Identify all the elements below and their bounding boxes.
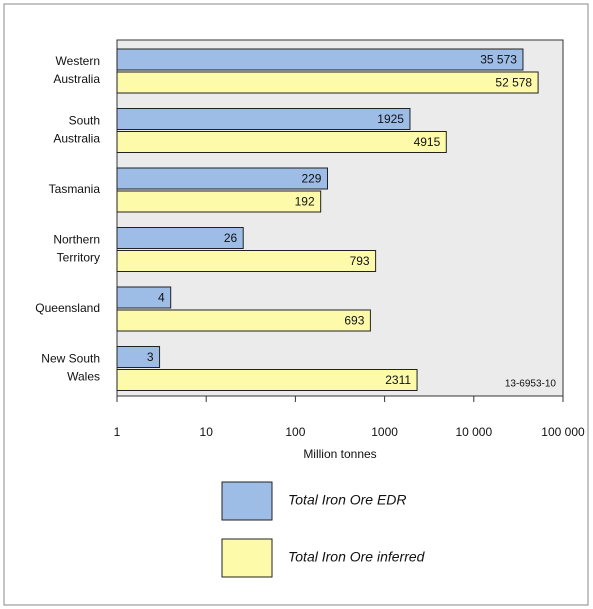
y-tick-label: Queensland (35, 301, 100, 315)
y-tick-label: Wales (67, 370, 100, 384)
annotation: 13-6953-10 (505, 379, 557, 390)
y-tick-label: Western (56, 54, 100, 68)
y-tick-label: Territory (57, 251, 100, 265)
value-label: 35 573 (480, 53, 517, 67)
legend-swatch (221, 538, 273, 578)
value-label: 26 (224, 231, 238, 245)
x-axis-label: Million tonnes (303, 447, 376, 461)
bar (116, 48, 524, 71)
bar (116, 190, 322, 213)
value-label: 192 (295, 195, 315, 209)
value-label: 2311 (385, 373, 411, 387)
bar (116, 108, 411, 130)
value-label: 52 578 (495, 76, 532, 90)
bar (116, 250, 377, 272)
y-tick-label: Northern (53, 233, 100, 247)
x-tick-label: 100 000 (541, 425, 585, 439)
value-label: 4915 (414, 135, 441, 149)
plot-area (116, 39, 564, 397)
x-tick-label: 1 (114, 425, 121, 439)
value-label: 693 (344, 314, 364, 328)
bar (116, 167, 328, 190)
x-tick-label: 1000 (371, 425, 398, 439)
y-tick-label: Australia (53, 72, 100, 86)
value-label: 793 (350, 254, 370, 268)
bar (116, 346, 161, 368)
x-tick-label: 10 000 (455, 425, 492, 439)
bar (116, 309, 371, 332)
value-label: 229 (301, 172, 321, 186)
x-tick-label: 100 (285, 425, 305, 439)
value-label: 1925 (377, 112, 404, 126)
bar (116, 131, 447, 153)
x-tick-label: 10 (200, 425, 214, 439)
y-tick-label: Australia (53, 132, 100, 146)
legend-label: Total Iron Ore EDR (288, 492, 407, 508)
y-tick-label: South (69, 114, 100, 128)
y-tick-label: Tasmania (49, 182, 101, 196)
value-label: 4 (158, 291, 165, 305)
value-label: 3 (147, 350, 154, 364)
bar (116, 71, 539, 94)
legend-swatch (221, 481, 273, 521)
legend-label: Total Iron Ore inferred (288, 549, 426, 565)
y-tick-label: New South (41, 352, 100, 366)
bar (116, 286, 172, 309)
bar (116, 369, 418, 391)
bar (116, 227, 244, 249)
